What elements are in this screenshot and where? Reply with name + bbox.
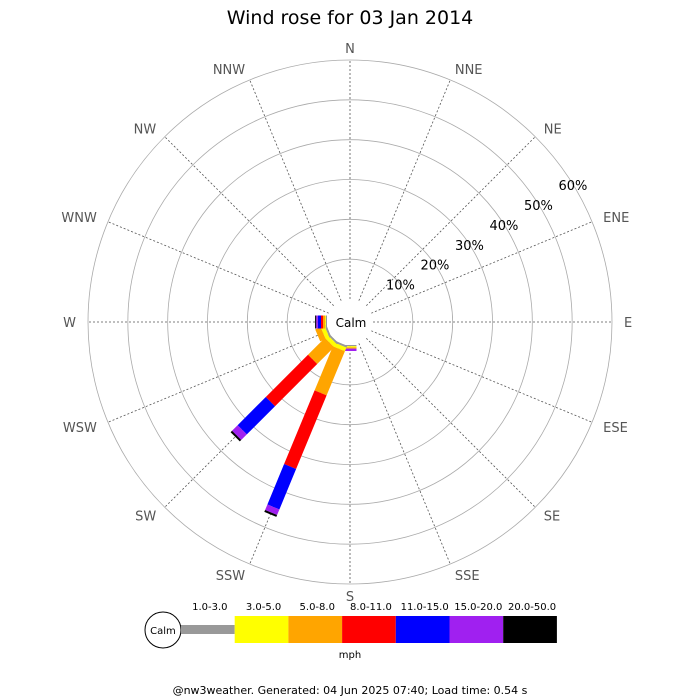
direction-label-se: SE <box>544 510 560 525</box>
segment-w-20-0-50-0 <box>315 315 317 329</box>
legend-unit: mph <box>339 650 361 661</box>
speed-legend: Calm mph 1.0-3.0 3.0-5.0 5.0-8.0 8.0-11.0 11… <box>144 602 557 661</box>
legend-label-11-0-15-0: 11.0-15.0 <box>401 602 449 613</box>
direction-label-nw: NW <box>134 122 157 137</box>
segment-ssw-20-0-50-0 <box>264 510 278 517</box>
direction-label-wnw: WNW <box>61 211 97 226</box>
direction-label-ene: ENE <box>603 211 629 226</box>
segment-ssw-11-0-15-0 <box>267 464 297 510</box>
legend-swatch-8-0-11-0 <box>342 616 396 643</box>
direction-label-s: S <box>346 590 354 605</box>
wind-petals <box>230 315 357 517</box>
calm-label: Calm <box>336 316 367 330</box>
legend-swatch-11-0-15-0 <box>395 616 450 643</box>
direction-label-n: N <box>345 42 355 57</box>
segment-sw-11-0-15-0 <box>237 397 275 435</box>
segment-ssw-5-0-8-0 <box>314 346 345 396</box>
legend-label-5-0-8-0: 5.0-8.0 <box>300 602 335 613</box>
segment-sw-15-0-20-0 <box>232 425 247 440</box>
radial-tick-30-: 30% <box>455 239 484 254</box>
radial-tick-50-: 50% <box>524 199 553 214</box>
segment-w-15-0-20-0 <box>316 315 318 329</box>
direction-label-sse: SSE <box>455 569 480 584</box>
direction-label-w: W <box>63 316 76 331</box>
segment-s-15-0-20-0 <box>343 348 357 351</box>
calm-circle: Calm <box>327 299 373 345</box>
segment-w-3-0-5-0 <box>325 315 326 329</box>
segment-sw-20-0-50-0 <box>230 430 242 442</box>
segment-wsw-3-0-5-0 <box>320 325 330 340</box>
segment-s-5-0-8-0 <box>343 347 357 349</box>
segment-wsw-5-0-8-0 <box>315 327 326 342</box>
segment-sw-8-0-11-0 <box>265 354 318 407</box>
footer-text: @nw3weather. Generated: 04 Jun 2025 07:4… <box>173 684 528 697</box>
chart-title: Wind rose for 03 Jan 2014 <box>227 7 474 29</box>
grid-ring-4 <box>167 139 533 505</box>
legend-label-15-0-20-0: 15.0-20.0 <box>454 602 502 613</box>
petal-s <box>343 345 357 351</box>
direction-label-nne: NNE <box>455 63 483 78</box>
direction-label-sw: SW <box>135 510 156 525</box>
segment-w-11-0-15-0 <box>317 315 321 329</box>
legend-label-3-0-5-0: 3.0-5.0 <box>246 602 281 613</box>
legend-label-20-0-50-0: 20.0-50.0 <box>508 602 556 613</box>
grid-ring-5 <box>127 99 573 545</box>
legend-swatch-3-0-5-0 <box>234 616 289 643</box>
direction-label-ssw: SSW <box>216 569 246 584</box>
direction-labels: N NNE NE ENE E ESE SE SSE S SSW SW WSW W WNW NW NNW <box>61 42 632 605</box>
segment-ssw-15-0-20-0 <box>265 504 280 515</box>
segment-w-1-0-3-0 <box>325 315 327 329</box>
petal-w <box>315 315 327 329</box>
direction-label-nnw: NNW <box>213 63 245 78</box>
legend-swatch-1-0-3-0 <box>181 625 235 634</box>
radial-tick-20-: 20% <box>420 259 449 274</box>
segment-w-5-0-8-0 <box>323 315 325 329</box>
radial-tick-40-: 40% <box>489 219 518 234</box>
radial-tick-labels: 10% 20% 30% 40% 50% 60% <box>386 179 587 294</box>
polar-grid <box>87 59 613 585</box>
grid-ring-3 <box>207 179 493 465</box>
legend-label-1-0-3-0: 1.0-3.0 <box>192 602 227 613</box>
grid-ring-2 <box>246 218 454 426</box>
segment-w-8-0-11-0 <box>321 315 323 329</box>
segment-ssw-8-0-11-0 <box>284 390 327 469</box>
radial-tick-10-: 10% <box>386 279 415 294</box>
legend-swatch-15-0-20-0 <box>449 616 504 643</box>
legend-swatch-5-0-8-0 <box>288 616 343 643</box>
legend-swatch-20-0-50-0 <box>503 616 557 643</box>
legend-calm-label: Calm <box>150 626 176 637</box>
direction-label-ne: NE <box>544 122 562 137</box>
legend-label-8-0-11-0: 8.0-11.0 <box>350 602 392 613</box>
segment-sw-5-0-8-0 <box>308 337 335 364</box>
grid-ring-1 <box>286 258 414 386</box>
radial-tick-60-: 60% <box>558 179 587 194</box>
direction-label-ese: ESE <box>603 421 628 436</box>
direction-label-e: E <box>624 316 632 331</box>
direction-label-wsw: WSW <box>63 421 97 436</box>
grid-ring-6 <box>87 59 613 585</box>
